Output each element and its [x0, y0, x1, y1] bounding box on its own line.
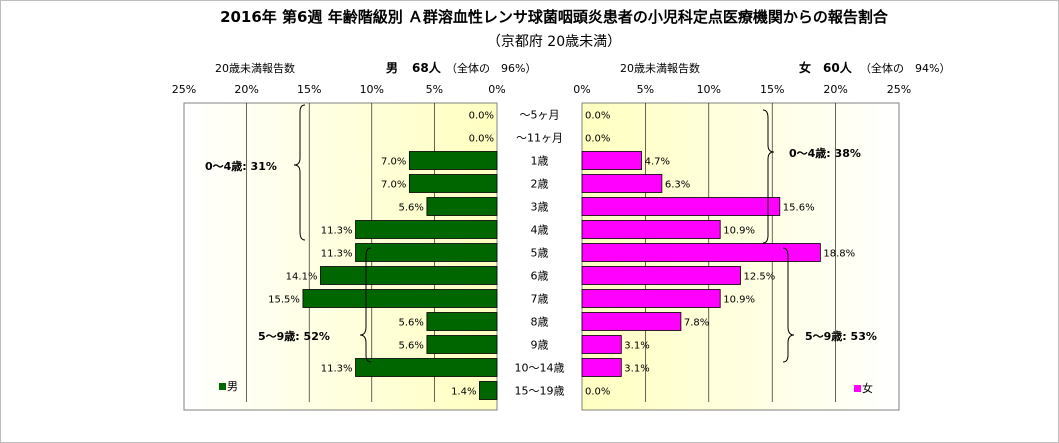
- male-data-label: 5.6%: [398, 318, 423, 329]
- right-tick-label: 0%: [573, 83, 590, 96]
- male-data-label: 0.0%: [469, 134, 494, 145]
- legend-male-swatch: [219, 383, 226, 390]
- male-data-label: 15.5%: [268, 295, 300, 306]
- female-data-label: 10.9%: [723, 226, 755, 237]
- left-brace-5-9: [359, 247, 372, 363]
- female-data-label: 12.5%: [744, 272, 776, 283]
- left-tick-label: 0%: [488, 83, 505, 96]
- female-bar: [581, 151, 642, 170]
- left-sex-label: 男: [386, 61, 398, 75]
- right-count-label: 60人: [823, 60, 853, 75]
- category-label: 9歳: [531, 339, 549, 352]
- category-label: 5歳: [531, 247, 549, 260]
- category-label: 2歳: [531, 178, 549, 191]
- female-bar: [581, 266, 741, 285]
- male-data-label: 5.6%: [398, 341, 423, 352]
- male-data-label: 7.0%: [381, 157, 406, 168]
- category-label: ～5ヶ月: [520, 109, 560, 122]
- male-bar: [355, 243, 498, 262]
- female-data-label: 3.1%: [624, 364, 649, 375]
- right-tick-label: 10%: [697, 83, 721, 96]
- male-bar: [302, 289, 498, 308]
- left-brace-0-4: [293, 104, 306, 241]
- left-tick-label: 20%: [234, 83, 258, 96]
- left-tick-label: 15%: [297, 83, 321, 96]
- category-label: 6歳: [531, 270, 549, 283]
- female-data-label: 0.0%: [585, 134, 610, 145]
- female-data-label: 7.8%: [684, 318, 709, 329]
- female-data-label: 6.3%: [665, 180, 690, 191]
- left-share-label: （全体の 96%）: [446, 61, 536, 75]
- right-tick-label: 20%: [823, 83, 847, 96]
- category-label: 10～14歳: [515, 362, 565, 375]
- male-bar: [479, 381, 498, 400]
- right-brace-5-9: [782, 247, 795, 363]
- male-data-label: 1.4%: [451, 387, 476, 398]
- male-bar: [355, 358, 498, 377]
- male-data-label: 11.3%: [321, 226, 353, 237]
- female-bar: [581, 243, 821, 262]
- male-bar: [355, 220, 498, 239]
- female-data-label: 10.9%: [723, 295, 755, 306]
- right-tick-label: 15%: [760, 83, 784, 96]
- right-sex-label: 女: [799, 60, 811, 75]
- left-count-label: 68人: [412, 60, 442, 75]
- male-bar: [426, 335, 498, 354]
- male-bar: [426, 197, 498, 216]
- category-label: 4歳: [531, 224, 549, 237]
- male-data-label: 0.0%: [469, 111, 494, 122]
- female-bar: [581, 174, 663, 193]
- category-label: ～11ヶ月: [516, 132, 563, 145]
- male-data-label: 11.3%: [321, 364, 353, 375]
- female-bar: [581, 335, 622, 354]
- left-tick-label: 5%: [426, 83, 443, 96]
- male-bar: [408, 174, 498, 193]
- female-bar: [581, 220, 721, 239]
- female-data-label: 4.7%: [645, 157, 670, 168]
- female-data-label: 18.8%: [823, 249, 855, 260]
- right-share-label: （全体の 94%）: [860, 61, 950, 75]
- category-label: 3歳: [531, 201, 549, 214]
- left-tick-label: 25%: [172, 83, 196, 96]
- right-header-label: 20歳未満報告数: [620, 62, 700, 75]
- left-header-label: 20歳未満報告数: [215, 62, 295, 75]
- legend-male-label: 男: [227, 380, 238, 393]
- female-bar: [581, 197, 781, 216]
- female-data-label: 0.0%: [585, 111, 610, 122]
- right-brace-label-0-4: 0～4歳: 38%: [789, 146, 861, 160]
- left-tick-label: 10%: [360, 83, 384, 96]
- right-tick-label: 5%: [637, 83, 654, 96]
- legend-female-label: 女: [862, 381, 873, 395]
- category-label: 15～19歳: [515, 385, 565, 398]
- data-labels: 0.0% 0.0% 0.0% 0.0% 7.0% 4.7% 7.0% 6.3% 5.6% 15.6…: [268, 111, 855, 398]
- male-data-label: 5.6%: [398, 203, 423, 214]
- category-label: 8歳: [531, 316, 549, 329]
- category-labels: ～5ヶ月 ～11ヶ月 1歳 2歳 3歳 4歳 5歳 6歳 7歳 8歳 9歳 10～14歳 15～19歳: [515, 109, 565, 398]
- right-tick-label: 25%: [887, 83, 911, 96]
- male-data-label: 14.1%: [286, 272, 318, 283]
- female-data-label: 15.6%: [783, 203, 815, 214]
- left-brace-label-0-4: 0～4歳: 31%: [205, 159, 277, 173]
- legend-female-swatch: [854, 385, 861, 392]
- category-label: 7歳: [531, 293, 549, 306]
- male-bar: [426, 312, 498, 331]
- right-brace-0-4: [762, 109, 775, 244]
- female-bar: [581, 312, 682, 331]
- right-brace-label-5-9: 5～9歳: 53%: [805, 329, 877, 343]
- category-label: 1歳: [531, 155, 549, 168]
- male-bar: [320, 266, 498, 285]
- left-brace-label-5-9: 5～9歳: 52%: [258, 329, 330, 343]
- male-data-label: 7.0%: [381, 180, 406, 191]
- female-bar: [581, 358, 622, 377]
- chart-title: 2016年 第6週 年齢階級別 Ａ群溶血性レンサ球菌咽頭炎患者の小児科定点医療機…: [220, 8, 889, 26]
- bars: [302, 151, 821, 400]
- male-data-label: 11.3%: [321, 249, 353, 260]
- female-data-label: 3.1%: [624, 341, 649, 352]
- axis-tick-labels: 25% 20% 15% 10% 5% 0% 0% 5% 10% 15% 20% 25%: [172, 83, 911, 96]
- female-data-label: 0.0%: [585, 387, 610, 398]
- chart-subtitle: （京都府 20歳未満）: [487, 34, 621, 50]
- male-bar: [408, 151, 498, 170]
- female-bar: [581, 289, 721, 308]
